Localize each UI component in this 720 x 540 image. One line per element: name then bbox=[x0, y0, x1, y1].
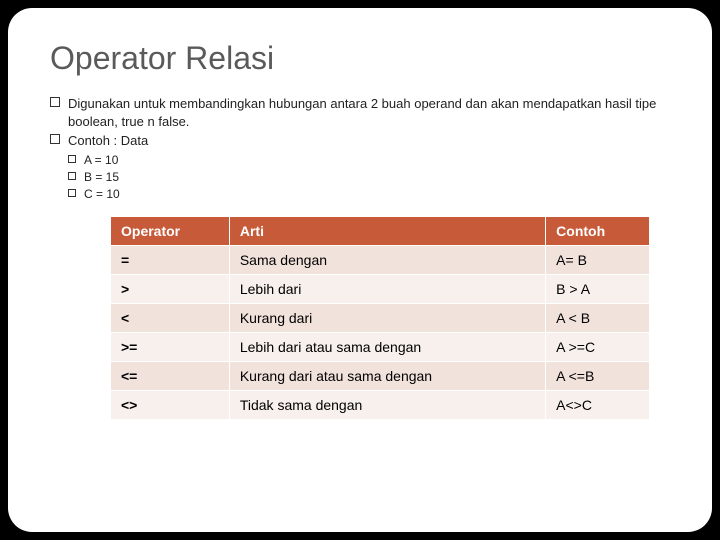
table-row: <> Tidak sama dengan A<>C bbox=[111, 391, 650, 420]
bullet-item: Digunakan untuk membandingkan hubungan a… bbox=[50, 95, 670, 130]
bullet-marker-icon bbox=[68, 172, 76, 180]
bullet-text: B = 15 bbox=[84, 169, 119, 185]
table-row: > Lebih dari B > A bbox=[111, 275, 650, 304]
bullet-list: Digunakan untuk membandingkan hubungan a… bbox=[50, 95, 670, 202]
cell-contoh: A >=C bbox=[546, 333, 650, 362]
slide-title: Operator Relasi bbox=[50, 40, 670, 77]
table-row: <= Kurang dari atau sama dengan A <=B bbox=[111, 362, 650, 391]
col-arti: Arti bbox=[229, 217, 545, 246]
bullet-item: Contoh : Data bbox=[50, 132, 670, 150]
table-row: = Sama dengan A= B bbox=[111, 246, 650, 275]
cell-arti: Kurang dari atau sama dengan bbox=[229, 362, 545, 391]
cell-arti: Sama dengan bbox=[229, 246, 545, 275]
bullet-marker-icon bbox=[50, 97, 60, 107]
cell-operator: >= bbox=[111, 333, 230, 362]
bullet-item-sub: C = 10 bbox=[68, 186, 670, 202]
cell-operator: < bbox=[111, 304, 230, 333]
operator-table: Operator Arti Contoh = Sama dengan A= B … bbox=[110, 216, 650, 420]
bullet-marker-icon bbox=[50, 134, 60, 144]
bullet-marker-icon bbox=[68, 189, 76, 197]
cell-contoh: B > A bbox=[546, 275, 650, 304]
bullet-text: A = 10 bbox=[84, 152, 118, 168]
cell-arti: Tidak sama dengan bbox=[229, 391, 545, 420]
bullet-marker-icon bbox=[68, 155, 76, 163]
table-row: < Kurang dari A < B bbox=[111, 304, 650, 333]
cell-arti: Lebih dari atau sama dengan bbox=[229, 333, 545, 362]
slide: Operator Relasi Digunakan untuk membandi… bbox=[8, 8, 712, 532]
bullet-text: Contoh : Data bbox=[68, 132, 148, 150]
col-operator: Operator bbox=[111, 217, 230, 246]
cell-operator: <> bbox=[111, 391, 230, 420]
table-header-row: Operator Arti Contoh bbox=[111, 217, 650, 246]
table-row: >= Lebih dari atau sama dengan A >=C bbox=[111, 333, 650, 362]
cell-arti: Kurang dari bbox=[229, 304, 545, 333]
cell-contoh: A < B bbox=[546, 304, 650, 333]
col-contoh: Contoh bbox=[546, 217, 650, 246]
bullet-text: C = 10 bbox=[84, 186, 120, 202]
cell-operator: <= bbox=[111, 362, 230, 391]
bullet-item-sub: A = 10 bbox=[68, 152, 670, 168]
cell-operator: > bbox=[111, 275, 230, 304]
bullet-text: Digunakan untuk membandingkan hubungan a… bbox=[68, 95, 670, 130]
cell-contoh: A <=B bbox=[546, 362, 650, 391]
cell-contoh: A<>C bbox=[546, 391, 650, 420]
cell-contoh: A= B bbox=[546, 246, 650, 275]
cell-arti: Lebih dari bbox=[229, 275, 545, 304]
bullet-item-sub: B = 15 bbox=[68, 169, 670, 185]
cell-operator: = bbox=[111, 246, 230, 275]
